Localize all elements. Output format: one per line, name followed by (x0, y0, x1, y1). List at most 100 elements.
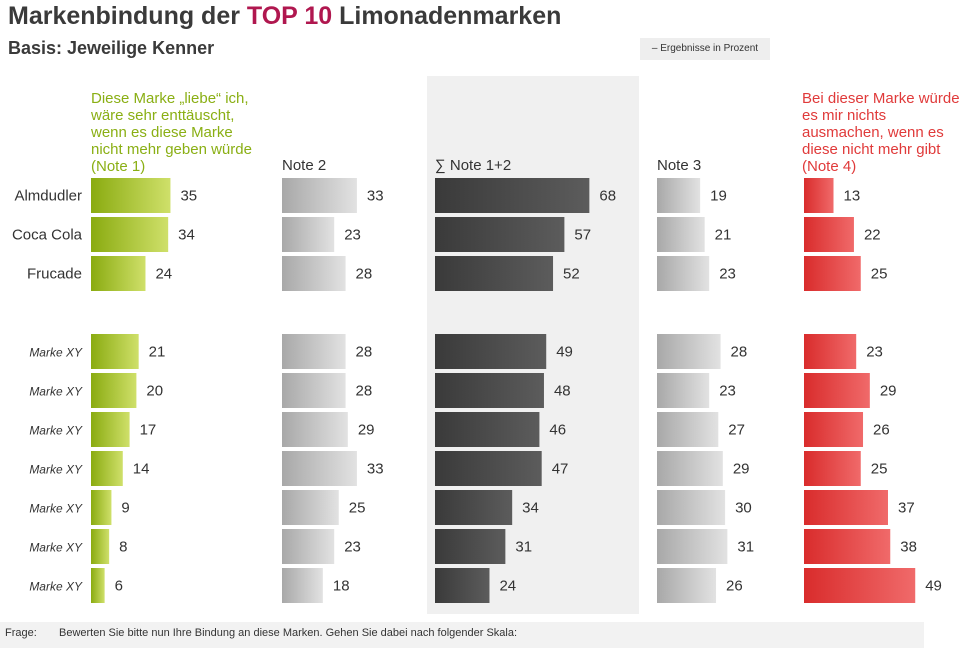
category-label: Marke XY (29, 385, 83, 399)
bar-note2 (282, 334, 346, 369)
category-label: Marke XY (29, 463, 83, 477)
value-label-note3: 23 (719, 383, 736, 400)
bar-note4 (804, 490, 888, 525)
bar-note2 (282, 490, 339, 525)
bar-note1 (91, 217, 169, 252)
page-title: Markenbindung der TOP 10 Limonadenmarken (8, 2, 562, 30)
bar-note2 (282, 256, 346, 291)
bar-note4 (804, 412, 864, 447)
value-label-note1: 17 (140, 422, 157, 439)
unit-note: – Ergebnisse in Prozent (640, 38, 770, 60)
bar-sum (435, 217, 565, 252)
value-label-note1: 34 (178, 227, 195, 244)
category-label: Frucade (27, 266, 82, 283)
bar-note4 (804, 529, 891, 564)
bar-sum (435, 334, 547, 369)
footer-text: Bewerten Sie bitte nun Ihre Bindung an d… (59, 627, 518, 639)
value-label-note4: 23 (866, 344, 883, 361)
value-label-note2: 25 (349, 500, 366, 517)
value-label-note4: 37 (898, 500, 915, 517)
bar-note2 (282, 412, 348, 447)
question-footer: Frage: Bewerten Sie bitte nun Ihre Bindun… (5, 627, 517, 639)
value-label-note4: 26 (873, 422, 890, 439)
bar-note1 (91, 568, 105, 603)
bar-sum (435, 490, 513, 525)
bar-sum (435, 529, 506, 564)
value-label-note2: 33 (367, 188, 384, 205)
bar-note3 (657, 256, 710, 291)
value-label-note4: 25 (871, 266, 888, 283)
value-label-note3: 29 (733, 461, 750, 478)
value-label-note1: 21 (149, 344, 166, 361)
bar-note1 (91, 412, 130, 447)
value-label-note1: 9 (121, 500, 129, 517)
bar-note1 (91, 178, 171, 213)
value-label-sum: 31 (515, 539, 532, 556)
series-header-note3: Note 3 (657, 157, 702, 174)
bar-sum (435, 451, 542, 486)
value-label-note1: 24 (155, 266, 172, 283)
bar-note3 (657, 568, 717, 603)
series-header-note2: Note 2 (282, 157, 327, 174)
series-header-note1: Diese Marke „liebe“ ich, wäre sehr enttä… (91, 90, 252, 175)
bar-sum (435, 256, 554, 291)
value-label-note4: 38 (900, 539, 917, 556)
value-label-note3: 23 (719, 266, 736, 283)
value-label-note2: 33 (367, 461, 384, 478)
bar-note4 (804, 178, 834, 213)
category-label: Marke XY (29, 346, 83, 360)
value-label-sum: 52 (563, 266, 580, 283)
value-label-sum: 48 (554, 383, 571, 400)
value-label-sum: 57 (574, 227, 591, 244)
bar-sum (435, 568, 490, 603)
category-label: Marke XY (29, 424, 83, 438)
value-label-note4: 25 (871, 461, 888, 478)
value-label-note3: 27 (728, 422, 745, 439)
value-label-note3: 30 (735, 500, 752, 517)
bar-note2 (282, 568, 323, 603)
bar-note1 (91, 373, 137, 408)
value-label-note1: 8 (119, 539, 127, 556)
value-label-note1: 35 (180, 188, 197, 205)
bar-note1 (91, 529, 110, 564)
value-label-note2: 23 (344, 227, 361, 244)
bar-note3 (657, 334, 721, 369)
value-label-note2: 28 (356, 266, 373, 283)
bar-note2 (282, 529, 335, 564)
bar-note4 (804, 568, 916, 603)
bar-note2 (282, 373, 346, 408)
value-label-sum: 47 (552, 461, 569, 478)
bar-note2 (282, 217, 335, 252)
bar-note4 (804, 256, 861, 291)
value-label-note3: 31 (737, 539, 754, 556)
page-subtitle: Basis: Jeweilige Kenner (8, 38, 215, 58)
value-label-note2: 18 (333, 578, 350, 595)
value-label-note1: 6 (115, 578, 123, 595)
value-label-note4: 29 (880, 383, 897, 400)
series-header-note4: Bei dieser Marke würde es mir nichts aus… (802, 90, 960, 175)
value-label-note4: 49 (925, 578, 942, 595)
bar-note1 (91, 490, 112, 525)
value-label-sum: 24 (499, 578, 516, 595)
bar-note1 (91, 256, 146, 291)
value-label-note2: 29 (358, 422, 375, 439)
bar-note3 (657, 217, 705, 252)
bar-note1 (91, 451, 123, 486)
value-label-note3: 19 (710, 188, 727, 205)
value-label-note3: 26 (726, 578, 743, 595)
bar-note3 (657, 490, 726, 525)
category-label: Marke XY (29, 502, 83, 516)
bar-note3 (657, 373, 710, 408)
bar-sum (435, 178, 590, 213)
series-header-sum: ∑ Note 1+2 (435, 157, 512, 174)
bar-note4 (804, 451, 861, 486)
bar-note2 (282, 178, 357, 213)
value-label-note4: 22 (864, 227, 881, 244)
value-label-note1: 20 (146, 383, 163, 400)
value-label-note2: 28 (356, 383, 373, 400)
footer-background (0, 622, 924, 648)
category-label: Almdudler (14, 188, 82, 205)
bar-note4 (804, 373, 870, 408)
value-label-sum: 68 (599, 188, 616, 205)
